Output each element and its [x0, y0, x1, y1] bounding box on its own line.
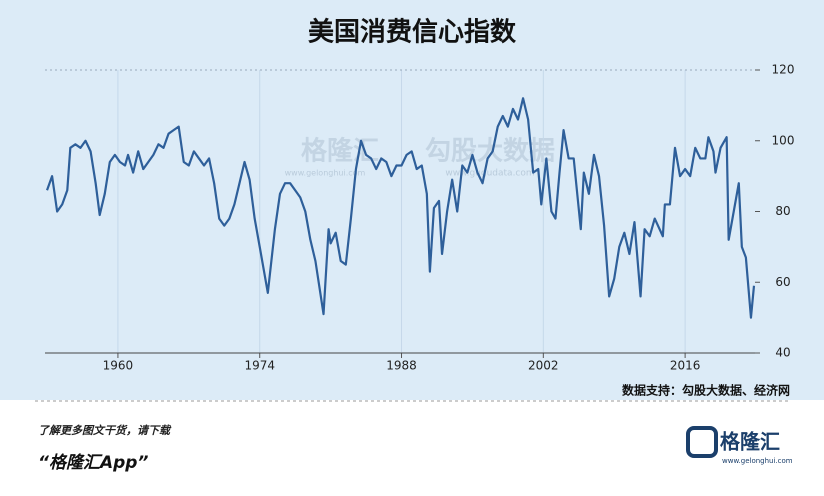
x-tick-label: 1960: [103, 359, 134, 373]
footer-logo: 格隆汇: [720, 430, 780, 454]
footer-url: www.gelonghui.com: [722, 457, 793, 465]
y-tick-label: 60: [775, 275, 790, 289]
y-tick-label: 80: [775, 204, 790, 218]
y-tick-label: 120: [772, 63, 795, 77]
x-tick-label: 1988: [386, 359, 417, 373]
chart-background: [0, 0, 824, 400]
watermark: 勾股大数据: [425, 137, 555, 167]
footer-background: [0, 400, 824, 496]
watermark: www.gelonghui.com: [285, 169, 366, 178]
footer-app: “格隆汇App”: [38, 453, 148, 473]
chart-title: 美国消费信心指数: [308, 17, 517, 48]
x-tick-label: 2002: [528, 359, 559, 373]
watermark: www.gugudata.com: [445, 169, 534, 179]
footer-tagline: 了解更多图文干货，请下载: [38, 424, 172, 437]
x-tick-label: 2016: [670, 359, 701, 373]
watermark: 格隆汇: [301, 136, 379, 167]
logo-icon: [686, 426, 718, 458]
y-tick-label: 100: [772, 133, 795, 147]
y-tick-label: 40: [775, 346, 790, 360]
source: 数据支持：勾股大数据、经济网: [622, 383, 790, 398]
x-tick-label: 1974: [244, 359, 275, 373]
data-line: [45, 97, 756, 319]
